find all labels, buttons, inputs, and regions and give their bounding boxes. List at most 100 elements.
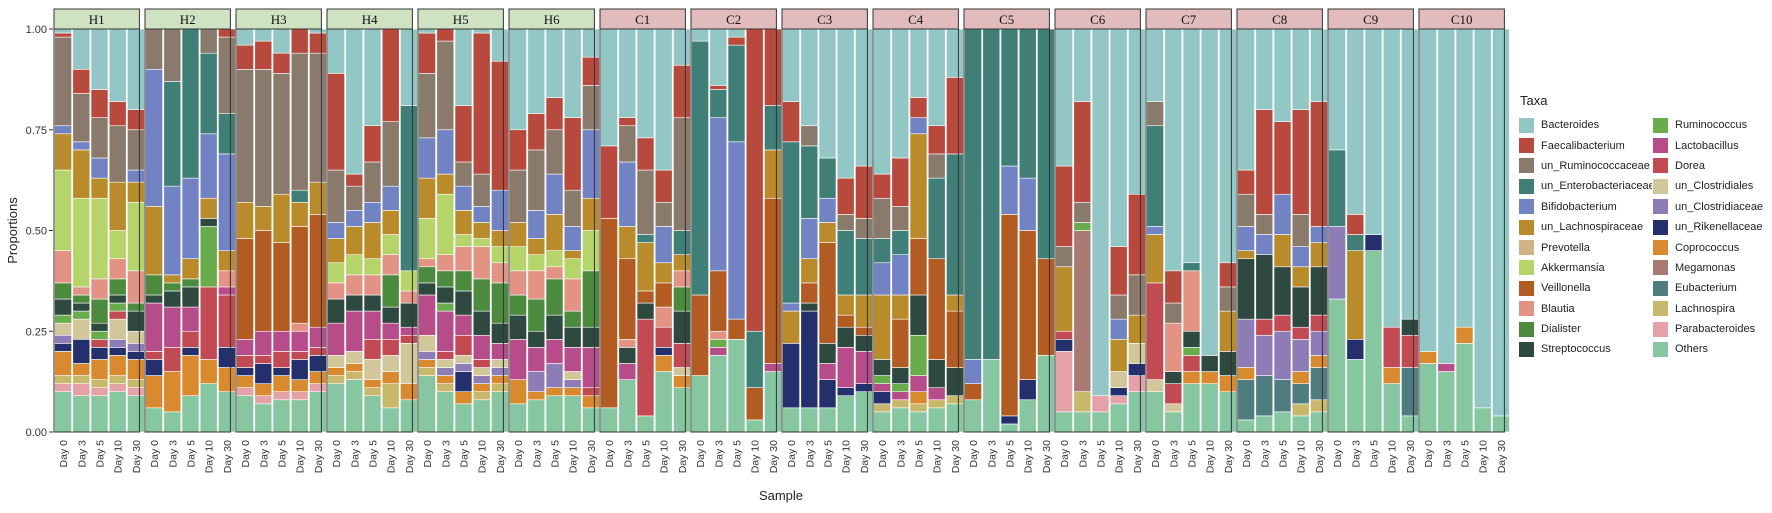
x-tick-label: Day 30 — [677, 440, 689, 473]
legend-item: un_Ruminococcaceae — [1518, 156, 1652, 176]
bar-segment — [309, 28, 327, 34]
bar-segment — [1255, 415, 1274, 433]
bar-segment — [381, 322, 400, 340]
bar-segment — [891, 230, 910, 255]
x-tick-label: Day 3 — [76, 440, 88, 468]
bar-segment — [218, 391, 236, 433]
bar-segment — [800, 258, 819, 284]
x-tick-label: Day 5 — [95, 440, 107, 468]
bar-segment — [1055, 28, 1073, 167]
bar-segment — [472, 28, 491, 34]
bar-segment — [782, 407, 800, 433]
bar-segment — [836, 177, 855, 215]
bar-segment — [873, 411, 891, 433]
bar-segment — [381, 371, 400, 384]
bar-segment — [1291, 339, 1310, 372]
bar-segment — [327, 367, 345, 376]
bar-segment — [108, 181, 127, 231]
bar-segment — [1182, 383, 1201, 433]
bar-segment — [1310, 226, 1328, 243]
bar-segment — [1291, 415, 1310, 433]
bar-segment — [436, 193, 455, 255]
bar-segment — [1146, 226, 1164, 235]
bar-segment — [618, 117, 637, 127]
bar-segment — [927, 125, 946, 155]
bar-segment — [218, 367, 236, 392]
bar-segment — [982, 28, 1001, 360]
bar-segment — [90, 322, 109, 332]
bar-segment — [1219, 286, 1237, 312]
bar-segment — [1310, 330, 1328, 356]
bar-segment — [836, 294, 855, 316]
bar-segment — [563, 347, 582, 372]
bar-segment — [727, 44, 746, 143]
bar-segment — [309, 32, 327, 54]
bar-segment — [654, 347, 673, 356]
bar-segment — [673, 343, 691, 368]
bar-segment — [472, 391, 491, 401]
bar-segment — [654, 326, 673, 348]
bar-segment — [199, 52, 218, 135]
bar-segment — [891, 318, 910, 368]
bar-segment — [873, 294, 891, 360]
bar-segment — [600, 407, 618, 433]
bar-segment — [472, 399, 491, 433]
bar-segment — [381, 383, 400, 409]
bar-segment — [927, 28, 946, 127]
bar-segment — [1146, 391, 1164, 433]
bar-segment — [964, 399, 982, 433]
bar-segment — [782, 101, 800, 143]
bar-segment — [181, 306, 200, 332]
bar-segment — [327, 222, 345, 239]
bar-segment — [363, 310, 382, 340]
bar-segment — [563, 395, 582, 433]
bar-segment — [54, 383, 72, 393]
bar-segment — [145, 274, 163, 296]
bar-segment — [72, 149, 91, 199]
bar-segment — [527, 210, 546, 239]
x-tick-label: Day 10 — [568, 440, 580, 473]
panel-label: H6 — [544, 12, 560, 27]
legend-label: Coprococcus — [1675, 241, 1740, 254]
bar-segment — [1291, 371, 1310, 384]
bar-segment — [145, 302, 163, 352]
bar-segment — [1419, 28, 1437, 352]
bar-segment — [563, 310, 582, 328]
x-tick-label: Day 30 — [1496, 440, 1508, 473]
bar-segment — [836, 28, 855, 179]
bar-segment — [836, 387, 855, 397]
x-tick-label: Day 0 — [149, 440, 161, 468]
bar-segment — [764, 28, 782, 106]
bar-segment — [1037, 28, 1055, 260]
bar-segment — [72, 375, 91, 384]
bar-segment — [1455, 343, 1474, 433]
bar-segment — [764, 105, 782, 151]
bar-segment — [1073, 391, 1092, 413]
bar-segment — [855, 165, 873, 219]
bar-segment — [855, 391, 873, 433]
legend-item: Faecalibacterium — [1518, 135, 1652, 155]
bar-segment — [345, 363, 364, 372]
bar-segment — [946, 395, 964, 405]
bar-segment — [1346, 359, 1365, 433]
bar-segment — [836, 395, 855, 433]
bar-segment — [363, 339, 382, 360]
bar-segment — [127, 359, 145, 380]
bar-segment — [527, 330, 546, 348]
bar-segment — [545, 339, 564, 364]
bar-segment — [636, 302, 655, 320]
bar-segment — [1291, 383, 1310, 405]
bar-segment — [1219, 391, 1237, 433]
bar-segment — [1200, 355, 1219, 372]
bar-segment — [127, 343, 145, 352]
bar-segment — [145, 407, 163, 433]
bar-segment — [545, 266, 564, 280]
bar-segment — [327, 28, 345, 74]
bar-segment — [946, 28, 964, 78]
bar-segment — [1273, 314, 1292, 332]
bar-segment — [873, 197, 891, 239]
legend-item: Dialister — [1518, 319, 1652, 339]
legend-item: Bacteroides — [1518, 115, 1652, 135]
bar-segment — [218, 36, 236, 114]
bar-segment — [145, 375, 163, 409]
